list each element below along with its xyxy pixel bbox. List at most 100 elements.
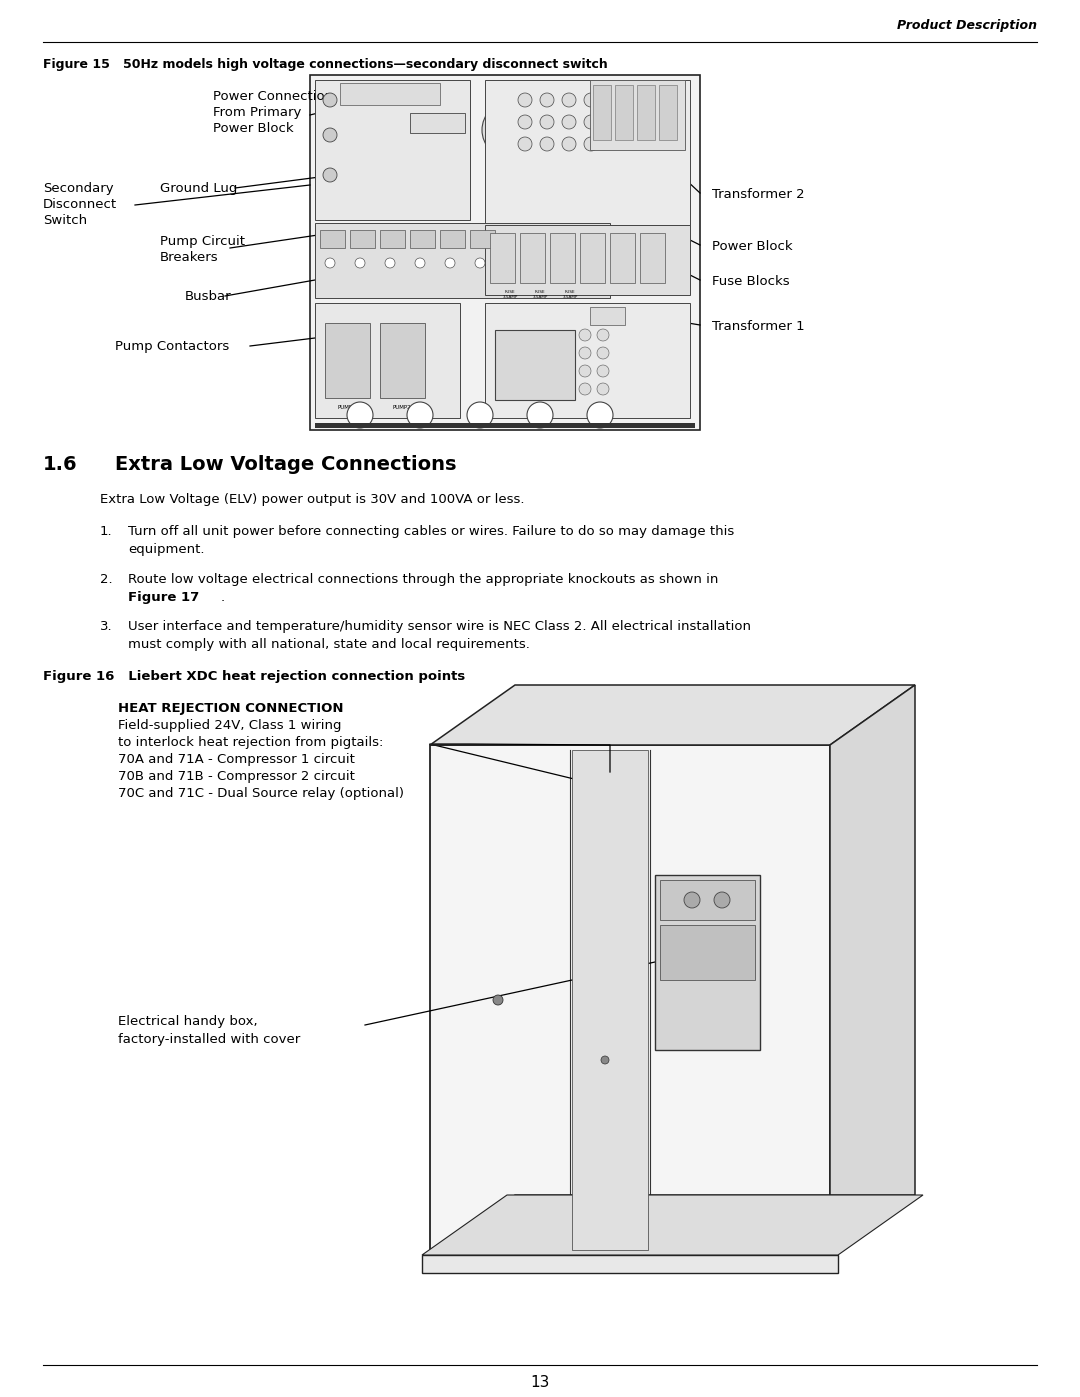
- Bar: [590, 80, 685, 149]
- Circle shape: [579, 330, 591, 341]
- Circle shape: [584, 137, 598, 151]
- Circle shape: [597, 383, 609, 395]
- Circle shape: [588, 402, 613, 427]
- Bar: [593, 85, 611, 140]
- Circle shape: [323, 129, 337, 142]
- Bar: [485, 80, 690, 225]
- Circle shape: [597, 365, 609, 377]
- Text: .: .: [221, 591, 225, 604]
- Text: Disconnect: Disconnect: [43, 198, 117, 211]
- Text: equipment.: equipment.: [129, 543, 204, 556]
- Bar: [310, 75, 700, 430]
- Circle shape: [527, 402, 553, 427]
- Text: 1.: 1.: [100, 525, 112, 538]
- Circle shape: [714, 893, 730, 908]
- Bar: [654, 875, 760, 1051]
- Bar: [640, 233, 665, 284]
- Text: Route low voltage electrical connections through the appropriate knockouts as sh: Route low voltage electrical connections…: [129, 573, 718, 585]
- Text: T1: T1: [603, 309, 611, 314]
- Bar: [325, 323, 370, 398]
- Bar: [490, 233, 515, 284]
- Circle shape: [597, 346, 609, 359]
- Text: FUSE
3.5AMP: FUSE 3.5AMP: [563, 291, 578, 299]
- Text: Figure 15   50Hz models high voltage connections—secondary disconnect switch: Figure 15 50Hz models high voltage conne…: [43, 59, 608, 71]
- Circle shape: [518, 115, 532, 129]
- Bar: [485, 303, 690, 418]
- Text: factory-installed with cover: factory-installed with cover: [118, 1032, 300, 1046]
- Bar: [495, 330, 575, 400]
- Circle shape: [600, 1056, 609, 1065]
- Bar: [380, 231, 405, 249]
- Text: PUMP1: PUMP1: [338, 405, 356, 409]
- Text: Breakers: Breakers: [160, 251, 218, 264]
- Text: 70A and 71A - Compressor 1 circuit: 70A and 71A - Compressor 1 circuit: [118, 753, 355, 766]
- Circle shape: [579, 346, 591, 359]
- Circle shape: [518, 137, 532, 151]
- Circle shape: [540, 137, 554, 151]
- Text: Busbar: Busbar: [185, 291, 231, 303]
- Bar: [572, 750, 648, 1250]
- Bar: [380, 323, 426, 398]
- Text: Turn off all unit power before connecting cables or wires. Failure to do so may : Turn off all unit power before connectin…: [129, 525, 734, 538]
- Text: FUSE
3.5AMP: FUSE 3.5AMP: [502, 291, 517, 299]
- Text: Extra Low Voltage Connections: Extra Low Voltage Connections: [114, 455, 457, 474]
- Text: Ground Lug: Ground Lug: [160, 182, 238, 196]
- Bar: [660, 880, 755, 921]
- Bar: [485, 225, 690, 295]
- Circle shape: [584, 115, 598, 129]
- Text: L1|L2|L3: L1|L2|L3: [422, 115, 451, 122]
- Circle shape: [562, 137, 576, 151]
- Circle shape: [407, 402, 433, 427]
- Text: Figure 16   Liebert XDC heat rejection connection points: Figure 16 Liebert XDC heat rejection con…: [43, 671, 465, 683]
- Text: Power Block: Power Block: [712, 240, 793, 253]
- Text: Switch: Switch: [43, 214, 87, 226]
- Text: Transformer 1: Transformer 1: [712, 320, 805, 332]
- Text: PUMP2: PUMP2: [393, 405, 411, 409]
- Text: Transformer 2: Transformer 2: [712, 189, 805, 201]
- Bar: [590, 307, 625, 326]
- Polygon shape: [430, 1194, 915, 1255]
- Circle shape: [325, 258, 335, 268]
- Bar: [580, 233, 605, 284]
- Bar: [659, 85, 677, 140]
- Text: HEAT REJECTION CONNECTION: HEAT REJECTION CONNECTION: [118, 703, 343, 715]
- Bar: [430, 745, 831, 1255]
- Circle shape: [384, 258, 395, 268]
- Circle shape: [467, 402, 492, 427]
- Text: Pump Contactors: Pump Contactors: [114, 339, 229, 353]
- Text: Pump Circuit: Pump Circuit: [160, 235, 245, 249]
- Bar: [340, 82, 440, 105]
- Circle shape: [597, 330, 609, 341]
- Bar: [610, 233, 635, 284]
- Circle shape: [579, 383, 591, 395]
- Text: 1.6: 1.6: [43, 455, 78, 474]
- Text: FUSE
3.5AMP: FUSE 3.5AMP: [532, 291, 548, 299]
- Text: 70C and 71C - Dual Source relay (optional): 70C and 71C - Dual Source relay (optiona…: [118, 787, 404, 800]
- Circle shape: [540, 115, 554, 129]
- Polygon shape: [831, 685, 915, 1255]
- Bar: [550, 233, 575, 284]
- Bar: [422, 1255, 838, 1273]
- Bar: [440, 231, 465, 249]
- Text: Electrical handy box,: Electrical handy box,: [118, 1016, 258, 1028]
- Text: Secondary: Secondary: [43, 182, 113, 196]
- Text: Product Description: Product Description: [897, 20, 1037, 32]
- Text: 3.: 3.: [100, 620, 112, 633]
- Bar: [660, 925, 755, 981]
- Circle shape: [355, 258, 365, 268]
- Polygon shape: [422, 1194, 923, 1255]
- Circle shape: [347, 402, 373, 427]
- Bar: [410, 231, 435, 249]
- Circle shape: [492, 995, 503, 1004]
- Circle shape: [540, 94, 554, 108]
- Bar: [315, 224, 610, 298]
- Circle shape: [475, 258, 485, 268]
- Text: 13: 13: [530, 1375, 550, 1390]
- Circle shape: [518, 94, 532, 108]
- Bar: [615, 85, 633, 140]
- Text: 2.: 2.: [100, 573, 112, 585]
- Bar: [315, 80, 470, 219]
- Circle shape: [584, 94, 598, 108]
- Polygon shape: [430, 685, 915, 745]
- Text: must comply with all national, state and local requirements.: must comply with all national, state and…: [129, 638, 530, 651]
